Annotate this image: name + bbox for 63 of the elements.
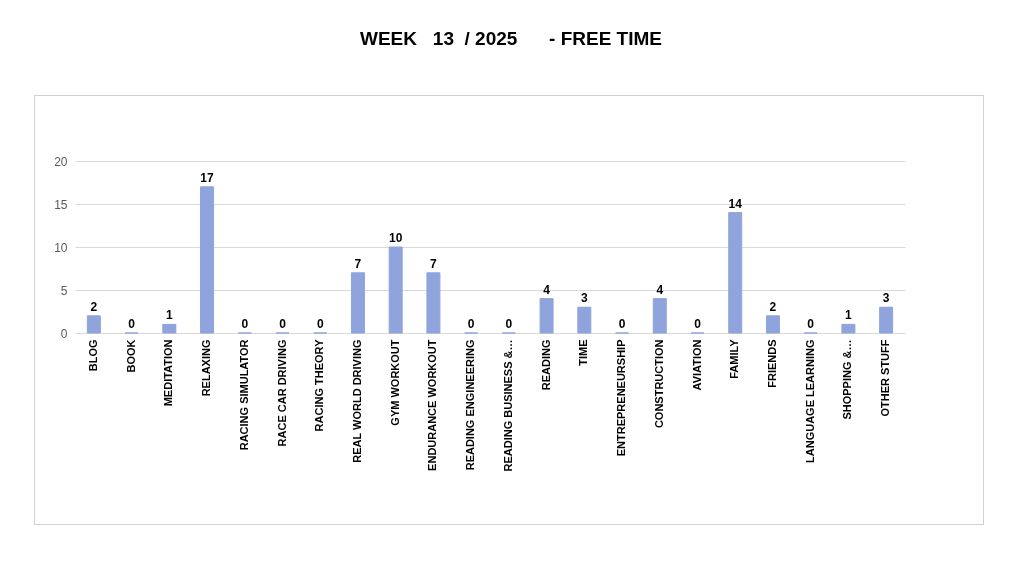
data-label: 17 [200, 170, 215, 185]
x-tick-label: RACING SIMULATOR [237, 339, 250, 451]
bar [841, 323, 856, 334]
x-tick-label: READING [539, 339, 552, 391]
data-label: 7 [430, 256, 438, 271]
x-tick-label: CONSTRUCTION [652, 339, 665, 429]
data-label: 0 [467, 317, 475, 331]
bar [539, 298, 554, 334]
y-tick-label: 0 [60, 326, 68, 341]
bar [879, 306, 894, 334]
x-tick-label: RACE CAR DRIVING [275, 339, 288, 447]
data-label: 1 [165, 308, 173, 323]
data-label: 4 [543, 282, 551, 297]
data-label: 10 [389, 231, 403, 245]
data-label: 3 [580, 291, 588, 306]
x-tick-label: MEDITATION [162, 339, 175, 407]
x-tick-label: TIME [577, 339, 590, 366]
x-tick-label: GYM WORKOUT [388, 339, 401, 426]
bar [388, 246, 403, 334]
x-tick-label: BOOK [124, 339, 137, 373]
x-tick-label: BLOG [86, 339, 99, 372]
y-tick-label: 15 [54, 197, 68, 212]
y-tick-label: 20 [54, 154, 68, 169]
x-tick-label: FRIENDS [765, 339, 778, 388]
bar [577, 306, 592, 334]
bar [350, 272, 365, 334]
bar [86, 315, 101, 334]
data-label: 3 [882, 291, 890, 306]
data-label: 0 [241, 317, 249, 331]
x-tick-label: ENTREPRENEURSHIP [615, 339, 628, 457]
data-label: 14 [728, 196, 743, 211]
data-label: 2 [769, 299, 777, 314]
x-tick-label: READING ENGINEERING [464, 339, 477, 471]
x-tick-label: FAMILY [728, 338, 741, 379]
bar [162, 323, 177, 334]
y-tick-label: 5 [60, 283, 68, 298]
data-label: 0 [279, 317, 287, 331]
data-label: 7 [354, 256, 362, 271]
x-tick-label: LANGUAGE LEARNING [803, 339, 816, 463]
bar [728, 212, 743, 334]
x-tick-label: SHOPPING &… [841, 339, 854, 420]
x-tick-label: AVIATION [690, 339, 703, 391]
data-label: 0 [505, 317, 513, 331]
x-tick-label: RACING THEORY [313, 338, 326, 432]
data-label: 1 [845, 308, 853, 323]
data-label: 0 [618, 317, 626, 331]
chart-title: WEEK 13 / 2025 - FREE TIME [359, 28, 663, 50]
data-label: 2 [90, 299, 98, 314]
x-tick-label: READING BUSINESS &… [501, 339, 514, 472]
bar [765, 315, 780, 334]
bar [652, 298, 667, 334]
data-label: 0 [807, 317, 815, 331]
x-tick-label: ENDURANCE WORKOUT [426, 339, 439, 471]
data-label: 4 [656, 282, 664, 297]
x-tick-label: OTHER STUFF [879, 339, 892, 417]
data-label: 0 [694, 317, 702, 331]
x-tick-label: RELAXING [200, 339, 213, 397]
data-label: 0 [316, 317, 324, 331]
bar [426, 272, 441, 334]
y-tick-label: 10 [54, 240, 68, 255]
bar [200, 186, 215, 334]
data-label: 0 [128, 317, 136, 331]
x-tick-label: REAL WORLD DRIVING [350, 339, 363, 463]
